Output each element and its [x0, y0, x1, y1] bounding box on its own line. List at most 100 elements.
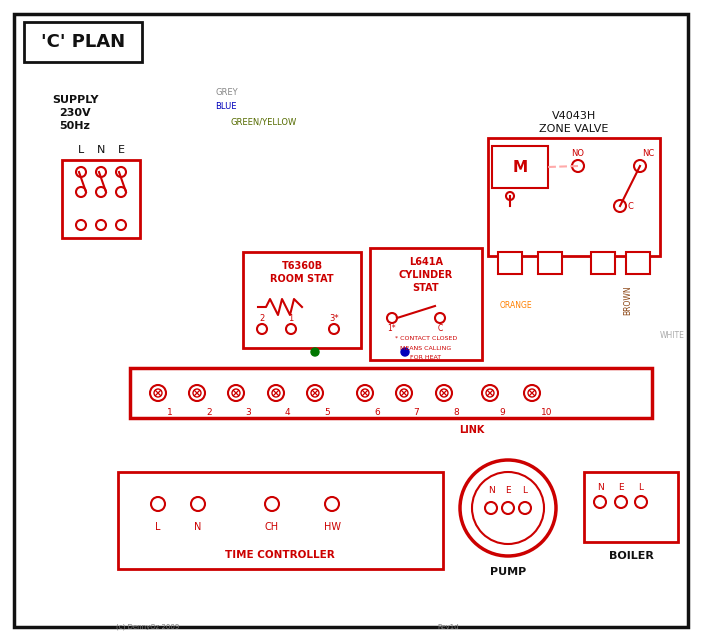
- Text: BLUE: BLUE: [215, 101, 237, 110]
- Circle shape: [228, 385, 244, 401]
- Circle shape: [76, 187, 86, 197]
- Circle shape: [594, 496, 606, 508]
- Text: HW: HW: [324, 522, 340, 532]
- Text: E: E: [117, 145, 124, 155]
- Text: ORANGE: ORANGE: [500, 301, 533, 310]
- Text: CYLINDER: CYLINDER: [399, 270, 453, 280]
- Circle shape: [482, 385, 498, 401]
- Circle shape: [396, 385, 412, 401]
- Text: N: N: [597, 483, 604, 492]
- Circle shape: [265, 497, 279, 511]
- Circle shape: [257, 324, 267, 334]
- Text: 10: 10: [541, 408, 552, 417]
- Circle shape: [615, 496, 627, 508]
- Circle shape: [307, 385, 323, 401]
- Circle shape: [150, 385, 166, 401]
- Circle shape: [440, 389, 448, 397]
- Circle shape: [96, 187, 106, 197]
- Circle shape: [325, 497, 339, 511]
- Text: * CONTACT CLOSED: * CONTACT CLOSED: [395, 335, 457, 340]
- Circle shape: [329, 324, 339, 334]
- Circle shape: [191, 497, 205, 511]
- Text: 7: 7: [413, 408, 419, 417]
- Circle shape: [485, 502, 497, 514]
- Text: 50Hz: 50Hz: [60, 121, 91, 131]
- Text: 5: 5: [324, 408, 330, 417]
- Text: GREY: GREY: [215, 88, 237, 97]
- Bar: [498, 252, 522, 274]
- Circle shape: [634, 160, 646, 172]
- Circle shape: [76, 167, 86, 177]
- Text: L641A: L641A: [409, 257, 443, 267]
- Text: ROOM STAT: ROOM STAT: [270, 274, 334, 284]
- Circle shape: [76, 220, 86, 230]
- Circle shape: [357, 385, 373, 401]
- Circle shape: [311, 389, 319, 397]
- Text: 8: 8: [453, 408, 458, 417]
- Circle shape: [116, 187, 126, 197]
- Circle shape: [435, 313, 445, 323]
- Text: NO: NO: [571, 149, 585, 158]
- Text: NC: NC: [642, 149, 654, 158]
- Circle shape: [400, 389, 408, 397]
- Text: C: C: [437, 324, 443, 333]
- Bar: [24, 22, 142, 62]
- Bar: [626, 252, 650, 274]
- Bar: [130, 368, 652, 418]
- Circle shape: [154, 389, 162, 397]
- Circle shape: [486, 389, 494, 397]
- Text: CH: CH: [265, 522, 279, 532]
- Text: GREEN/YELLOW: GREEN/YELLOW: [230, 117, 296, 126]
- Text: MEANS CALLING: MEANS CALLING: [400, 345, 451, 351]
- Text: PUMP: PUMP: [490, 567, 526, 577]
- Bar: [118, 472, 443, 569]
- Text: 4: 4: [285, 408, 291, 417]
- Text: M: M: [512, 160, 528, 174]
- Text: 1: 1: [289, 313, 293, 322]
- Circle shape: [268, 385, 284, 401]
- Text: 6: 6: [374, 408, 380, 417]
- Text: SUPPLY: SUPPLY: [52, 95, 98, 105]
- Text: 2: 2: [259, 313, 265, 322]
- Circle shape: [401, 348, 409, 356]
- Circle shape: [502, 502, 514, 514]
- Bar: [591, 252, 615, 274]
- Circle shape: [524, 385, 540, 401]
- Bar: [370, 248, 482, 360]
- Bar: [584, 472, 678, 542]
- Circle shape: [96, 220, 106, 230]
- Text: 1*: 1*: [388, 324, 397, 333]
- Circle shape: [361, 389, 369, 397]
- Circle shape: [286, 324, 296, 334]
- Text: V4043H: V4043H: [552, 111, 596, 121]
- Text: (c) DennyOz 2009: (c) DennyOz 2009: [117, 624, 180, 630]
- Circle shape: [436, 385, 452, 401]
- Circle shape: [572, 160, 584, 172]
- Bar: [62, 160, 140, 238]
- Text: 'C' PLAN: 'C' PLAN: [41, 33, 125, 51]
- Text: N: N: [488, 485, 494, 494]
- Circle shape: [460, 460, 556, 556]
- Text: BOILER: BOILER: [609, 551, 654, 561]
- Circle shape: [151, 497, 165, 511]
- Text: 9: 9: [499, 408, 505, 417]
- Bar: [538, 252, 562, 274]
- Text: STAT: STAT: [413, 283, 439, 293]
- Circle shape: [387, 313, 397, 323]
- Circle shape: [635, 496, 647, 508]
- Text: 230V: 230V: [59, 108, 91, 118]
- Text: N: N: [97, 145, 105, 155]
- Text: N: N: [194, 522, 201, 532]
- Circle shape: [116, 167, 126, 177]
- Text: E: E: [618, 483, 624, 492]
- Bar: [492, 146, 548, 188]
- Text: L: L: [78, 145, 84, 155]
- Text: WHITE: WHITE: [660, 331, 685, 340]
- Text: TIME CONTROLLER: TIME CONTROLLER: [225, 550, 335, 560]
- Text: Rev1d: Rev1d: [437, 624, 459, 630]
- Text: T6360B: T6360B: [282, 261, 322, 271]
- Circle shape: [614, 200, 626, 212]
- Circle shape: [528, 389, 536, 397]
- Circle shape: [193, 389, 201, 397]
- Circle shape: [116, 220, 126, 230]
